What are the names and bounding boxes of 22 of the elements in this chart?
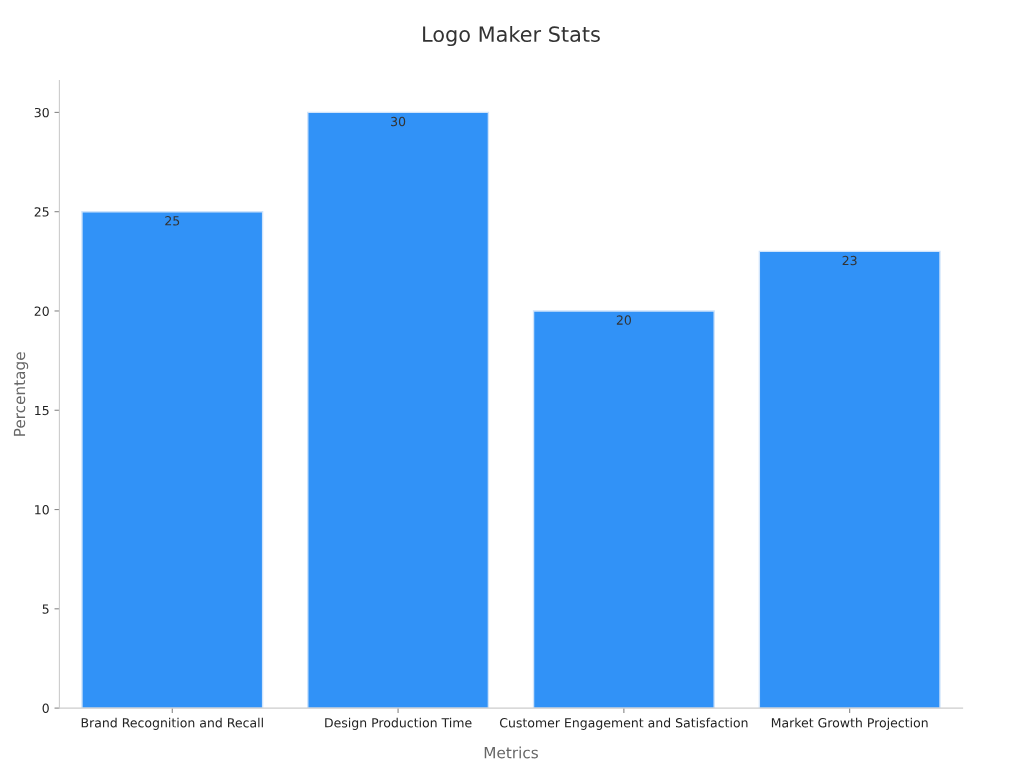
data-label: 20 (616, 315, 631, 325)
bar (307, 111, 490, 709)
y-axis-title: Percentage (13, 352, 29, 436)
y-tick-label: 30 (34, 107, 49, 118)
x-tick-label: Market Growth Projection (771, 717, 928, 730)
y-tick-label: 25 (34, 207, 49, 217)
y-tick-label: 20 (34, 306, 49, 316)
x-axis-title: Metrics (484, 746, 538, 759)
data-label: 25 (165, 216, 180, 226)
y-tick-label: 0 (42, 703, 49, 714)
y-tick-label: 15 (35, 405, 49, 416)
data-label: 30 (391, 116, 406, 127)
bar (532, 310, 715, 709)
x-tick-label: Customer Engagement and Satisfaction (499, 717, 748, 730)
x-tick-label: Brand Recognition and Recall (81, 717, 263, 730)
chart-title: Logo Maker Stats (423, 25, 600, 47)
x-tick-label: Design Production Time (325, 717, 472, 730)
bar (81, 210, 264, 709)
data-label: 23 (842, 255, 857, 266)
bar (758, 250, 941, 709)
y-tick-label: 5 (42, 604, 49, 614)
y-tick-label: 10 (35, 505, 49, 515)
